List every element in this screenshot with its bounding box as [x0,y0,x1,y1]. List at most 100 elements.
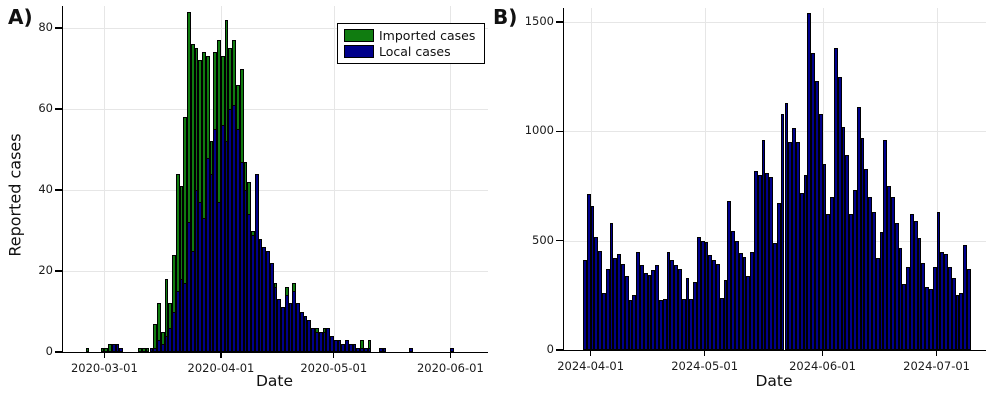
bar-local-cases [382,347,387,352]
bar-reported-cases [693,282,698,350]
bar-local-cases [269,262,274,352]
y-tick-label: 1500 [524,14,554,28]
bar-reported-cases [944,253,948,350]
bar-local-cases [254,173,259,352]
bar-local-cases [115,343,120,352]
bar-local-cases [220,125,225,352]
bar-reported-cases [590,205,595,350]
bar-local-cases [273,287,278,352]
bar-reported-cases [807,13,812,350]
bar-reported-cases [757,175,762,350]
x-tick [103,352,105,358]
x-tick [590,350,592,356]
bar-reported-cases [890,196,895,350]
bar-reported-cases [913,220,918,350]
bar-local-cases [303,315,308,352]
bar-local-cases [345,339,349,352]
gridline-v [704,8,706,350]
bar-reported-cases [700,240,705,350]
bar-local-cases [363,347,368,352]
bar-reported-cases [632,295,637,350]
bar-local-cases [266,250,270,352]
x-tick-label: 2024-05-01 [671,359,739,373]
bar-reported-cases [898,248,903,350]
y-tick [555,240,563,242]
x-tick-label: 2020-05-01 [300,361,368,375]
bar-reported-cases [594,237,599,350]
bar-reported-cases [811,52,815,350]
bar-local-cases [360,347,364,352]
bar-local-cases [153,347,157,352]
bar-reported-cases [624,275,629,350]
y-tick-label: 1000 [524,123,554,138]
bar-reported-cases [887,186,891,350]
x-tick [333,352,335,358]
gridline-h [63,28,488,29]
bar-reported-cases [640,264,644,350]
bar-reported-cases [769,177,774,350]
y-tick [54,108,62,110]
bar-reported-cases [689,298,694,350]
bar-reported-cases [643,273,648,350]
bar-local-cases [326,327,331,352]
bar-reported-cases [742,257,747,350]
bar-reported-cases [704,241,709,350]
bar-local-cases [251,234,255,352]
bar-local-cases [217,202,221,352]
bar-imported-cases [138,347,142,352]
panel-a-label: A) [8,5,33,29]
y-tick [54,351,62,353]
bar-reported-cases [864,168,869,350]
bar-local-cases [348,343,353,352]
bar-local-cases [292,291,297,352]
bar-reported-cases [909,214,914,350]
gridline-h [564,131,986,133]
bar-reported-cases [830,196,834,350]
x-tick [821,350,824,356]
bar-reported-cases [598,250,602,350]
bar-reported-cases [792,128,796,350]
bar-local-cases [164,335,169,352]
bar-reported-cases [925,286,929,350]
bar-reported-cases [849,214,853,350]
bar-reported-cases [602,293,606,350]
bar-local-cases [367,347,372,352]
bar-reported-cases [776,203,781,350]
bar-reported-cases [754,170,758,350]
bar-reported-cases [841,126,846,350]
bar-local-cases [330,335,334,352]
bar-local-cases [175,291,180,352]
x-tick [449,352,451,358]
bar-local-cases [119,347,124,352]
legend-swatch-imported-cases [344,29,374,42]
bar-reported-cases [716,263,720,350]
bar-local-cases [228,109,233,352]
bar-local-cases [288,303,293,352]
y-tick [555,130,563,132]
x-tick-label: 2024-07-01 [903,359,970,373]
bar-reported-cases [735,240,739,350]
bar-reported-cases [586,193,591,350]
bar-reported-cases [613,258,618,350]
bar-reported-cases [681,298,686,350]
bar-local-cases [243,190,248,352]
x-tick-label: 2024-04-01 [557,359,625,373]
bar-local-cases [277,299,282,352]
bar-reported-cases [674,264,679,350]
bar-reported-cases [803,175,808,350]
y-tick-label: 40 [38,182,53,196]
gridline-h [63,109,488,110]
legend-item-imported-cases: Imported cases [344,28,475,43]
bar-local-cases [262,246,267,352]
y-tick-label: 500 [532,232,554,247]
bar-reported-cases [868,196,872,350]
y-tick-label: 20 [38,263,53,277]
bar-reported-cases [966,269,971,350]
bar-local-cases [356,347,361,352]
bar-reported-cases [788,142,793,350]
bar-local-cases [236,129,240,352]
bar-reported-cases [822,164,827,350]
bar-local-cases [258,238,263,352]
x-tick [704,350,706,356]
bar-reported-cases [928,288,933,350]
